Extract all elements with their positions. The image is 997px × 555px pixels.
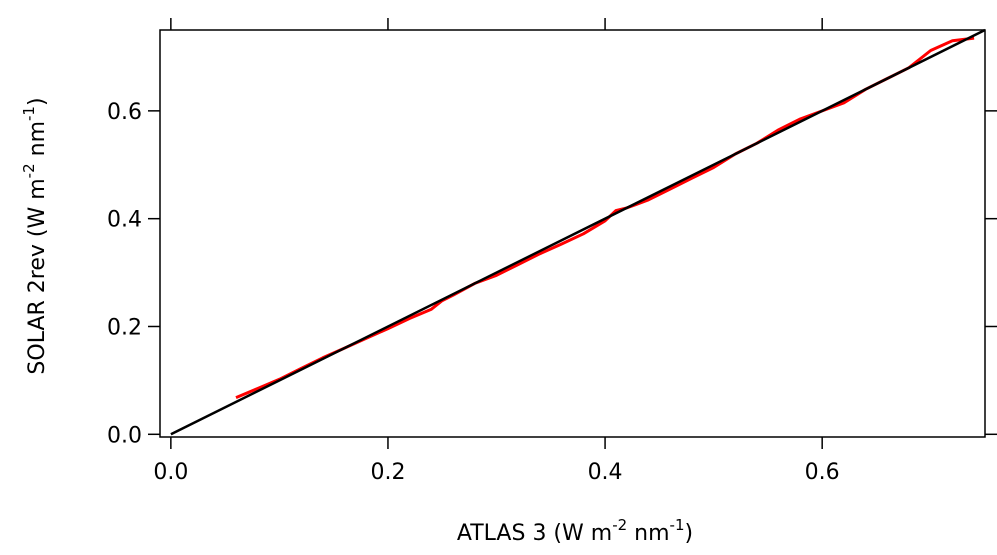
x-axis-title-mid: nm [627, 521, 669, 546]
y-tick-label: 0.6 [107, 100, 142, 125]
x-tick-label: 0.4 [588, 460, 623, 485]
x-tick-label: 0.0 [153, 460, 188, 485]
y-axis-title-end: ) [25, 97, 50, 106]
x-axis-title-end: ) [685, 521, 694, 546]
y-axis-title-sup1: -2 [20, 163, 38, 178]
one-to-one-reference-line [170, 28, 986, 436]
x-axis-title: ATLAS 3 (W m-2 nm-1) [457, 516, 693, 546]
x-tick-label: 0.6 [805, 460, 840, 485]
x-axis-title-base: ATLAS 3 (W m [457, 521, 612, 546]
x-tick-label: 0.2 [370, 460, 405, 485]
y-tick-label: 0.4 [107, 208, 142, 233]
y-axis-title-mid: nm [25, 121, 50, 163]
y-axis-title: SOLAR 2rev (W m-2 nm-1) [20, 97, 50, 374]
y-axis-title-base: SOLAR 2rev (W m [25, 178, 50, 374]
x-axis-title-sup1: -2 [612, 516, 627, 534]
y-axis-title-sup2: -1 [20, 106, 38, 121]
x-axis-title-sup2: -1 [670, 516, 685, 534]
plot-frame [159, 29, 986, 438]
y-tick-label: 0.0 [107, 423, 142, 448]
y-tick-label: 0.2 [107, 315, 142, 340]
